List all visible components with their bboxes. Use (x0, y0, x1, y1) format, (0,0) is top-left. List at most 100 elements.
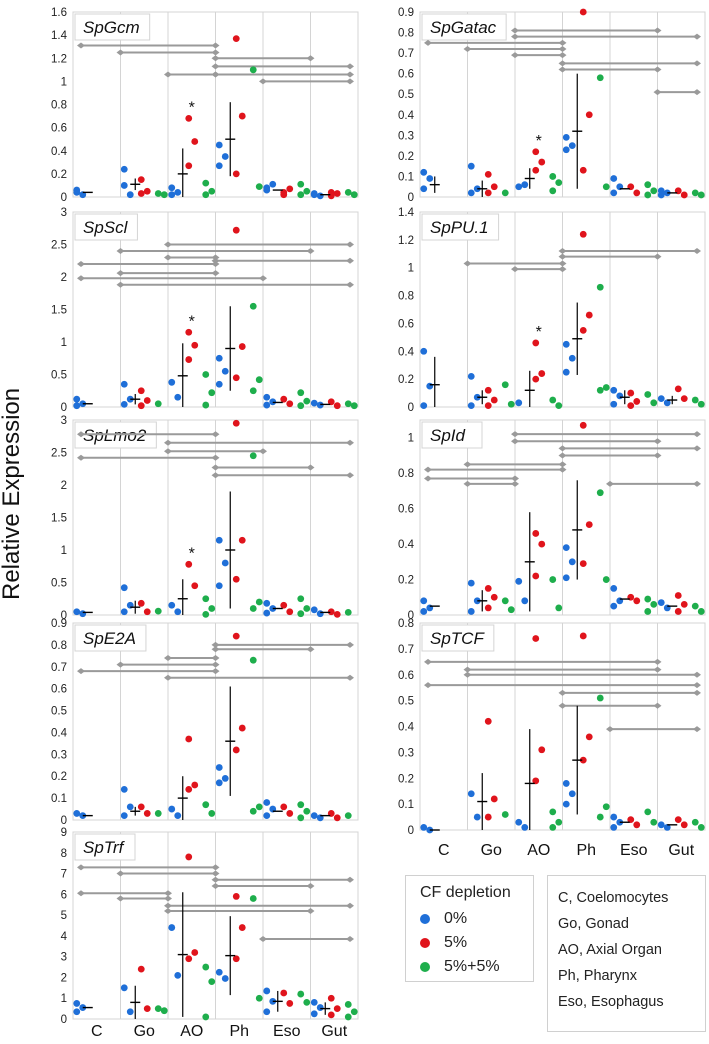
bracket-end-marker (116, 270, 125, 277)
bracket-end-marker (653, 438, 662, 445)
y-tick-label: 0.2 (51, 169, 67, 181)
bracket-end-marker (558, 452, 567, 459)
data-point-0- (310, 998, 318, 1006)
panel-spe2a: 0 0.1 0.2 0.3 0.4 0.5 0.6 0.7 0.8 0.9 SpE2A (51, 618, 359, 827)
data-point-0- (269, 180, 277, 188)
panel-title-box (421, 13, 507, 41)
panel-title: SpLmo2 (83, 426, 147, 445)
data-point-5-5- (249, 302, 257, 310)
bracket-end-marker (259, 936, 267, 943)
bracket-end-marker (211, 63, 220, 70)
data-point-0- (120, 401, 128, 408)
bracket-end-marker (346, 241, 354, 248)
data-point-5- (286, 1000, 294, 1007)
abbreviation-item: AO, Axial Organ (558, 942, 662, 958)
bracket-end-marker (211, 661, 220, 668)
y-tick-label: 0.7 (51, 662, 67, 674)
bracket-end-marker (306, 883, 315, 890)
bracket-end-marker (211, 71, 220, 78)
data-point-0- (521, 181, 529, 189)
bracket-end-marker (77, 431, 85, 438)
data-point-0- (120, 812, 128, 820)
bracket-end-marker (164, 655, 172, 662)
data-point-5- (585, 111, 593, 119)
data-point-5-5- (255, 994, 263, 1002)
data-point-5-5- (644, 391, 652, 398)
data-point-5- (191, 781, 199, 789)
significance-asterisk: * (189, 313, 195, 330)
bracket-end-marker (511, 431, 519, 438)
bracket-end-marker (116, 248, 125, 254)
data-point-5- (532, 166, 540, 174)
data-point-5- (633, 398, 641, 405)
data-point-5-5- (555, 604, 563, 612)
data-point-5-5- (596, 813, 604, 821)
y-tick-label: 1 (408, 433, 414, 445)
abbreviation-item: Go, Gonad (558, 916, 629, 932)
data-point-5- (484, 402, 492, 410)
data-point-0- (221, 367, 229, 375)
data-point-0- (521, 597, 529, 605)
data-point-0- (174, 393, 182, 401)
y-tick-label: 0.4 (398, 722, 415, 734)
bracket-end-marker (463, 666, 472, 673)
bracket-end-marker (77, 668, 85, 675)
data-point-0- (215, 354, 223, 362)
bracket-end-marker (463, 480, 472, 487)
bracket-end-marker (77, 261, 85, 267)
data-point-0- (420, 402, 428, 410)
bracket-end-marker (463, 260, 472, 267)
data-point-0- (263, 609, 271, 617)
data-point-0- (120, 785, 128, 793)
data-point-5-5- (208, 810, 216, 817)
data-point-0- (174, 188, 182, 196)
data-point-5- (484, 813, 492, 821)
data-point-5- (143, 608, 151, 616)
x-category-label: AO (527, 842, 550, 859)
y-tick-label: 8 (61, 848, 67, 860)
bracket-end-marker (558, 689, 567, 696)
data-point-0- (657, 821, 665, 829)
data-point-0- (263, 812, 271, 820)
data-point-5- (232, 419, 240, 427)
bracket-end-marker (511, 266, 519, 273)
data-point-0- (215, 536, 223, 544)
data-point-5- (232, 746, 240, 754)
data-point-5- (532, 572, 540, 580)
data-point-0- (168, 805, 176, 813)
bracket-end-marker (693, 431, 701, 438)
data-point-0- (215, 968, 223, 976)
data-point-0- (120, 182, 128, 189)
data-point-5- (579, 560, 587, 567)
panel-title: SpTrf (83, 838, 126, 857)
data-point-5-5- (650, 399, 658, 407)
data-point-5-5- (202, 610, 210, 618)
y-tick-label: 0.9 (51, 618, 67, 630)
data-point-0- (120, 984, 128, 992)
data-point-5- (143, 397, 151, 404)
data-point-0- (663, 399, 671, 407)
bracket-end-marker (558, 461, 567, 468)
y-tick-label: 0.1 (51, 793, 67, 805)
data-point-0- (126, 803, 134, 811)
data-point-5-5- (555, 402, 563, 410)
data-point-5-5- (697, 824, 705, 831)
data-point-5-5- (297, 610, 305, 618)
bracket-end-marker (693, 445, 701, 452)
data-point-5-5- (297, 595, 305, 603)
y-tick-label: 0 (408, 825, 414, 837)
data-point-5-5- (255, 803, 263, 811)
bracket-end-marker (558, 253, 567, 260)
y-tick-label: 0.5 (398, 696, 414, 708)
data-point-0- (310, 606, 318, 614)
data-point-5- (280, 191, 288, 199)
data-point-0- (568, 790, 576, 798)
data-point-5-5- (697, 191, 705, 199)
y-tick-label: 1 (61, 76, 67, 88)
data-point-5-5- (596, 694, 604, 702)
bracket-end-marker (211, 431, 220, 438)
bracket-end-marker (558, 66, 567, 73)
data-point-0- (73, 1000, 81, 1007)
data-point-5-5- (650, 187, 658, 195)
panel-sppu-1: 0 0.2 0.4 0.6 0.8 1 1.2 1.4 SpPU.1 * (398, 207, 706, 414)
